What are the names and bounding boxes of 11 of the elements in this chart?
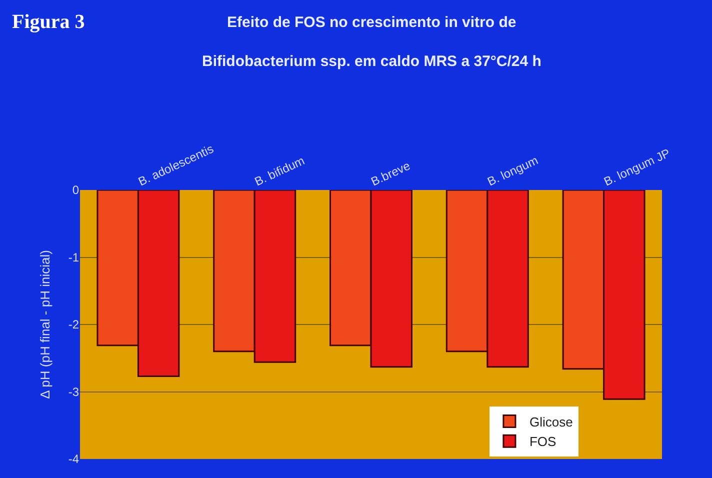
y-tick-label: -1 [68, 250, 80, 264]
y-tick-label: -4 [68, 452, 80, 466]
chart-subtitle: Bifidobacterium ssp. em caldo MRS a 37°C/24 h [202, 53, 542, 70]
legend-label: Glicose [529, 414, 573, 430]
y-tick-label: -3 [68, 384, 80, 399]
y-tick-label: 0 [72, 183, 80, 198]
y-axis-title: Δ pH (pH final - pH inicial) [37, 250, 52, 399]
text: Figura 3 [12, 11, 85, 33]
y-tick-label: -2 [68, 318, 80, 332]
legend-label: FOS [529, 434, 557, 450]
chart-title: Efeito de FOS no crescimento in vitro de [227, 14, 516, 31]
